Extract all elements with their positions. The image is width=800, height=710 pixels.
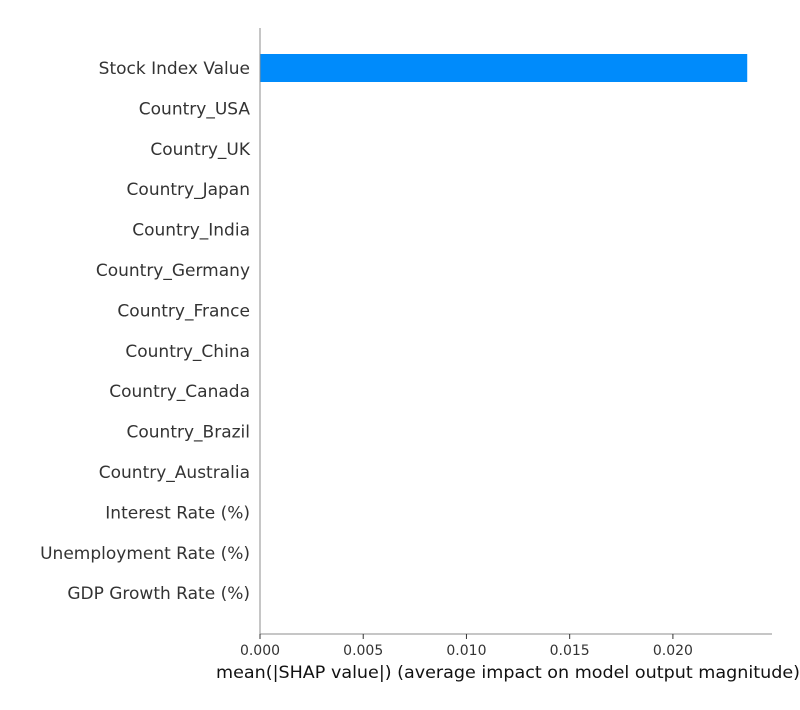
x-tick-label: 0.010 <box>446 643 486 659</box>
category-labels-group: Stock Index Value Country_USA Country_UK Co… <box>40 59 251 604</box>
category-label: GDP Growth Rate (%) <box>67 584 250 604</box>
category-label: Country_UK <box>150 140 250 160</box>
x-axis-title: mean(|SHAP value|) (average impact on mo… <box>216 663 800 683</box>
x-ticks-group: 0.000 0.005 0.010 0.015 0.020 <box>240 634 693 659</box>
category-label: Stock Index Value <box>99 59 250 79</box>
category-label: Country_Canada <box>109 382 250 402</box>
category-label: Country_Germany <box>96 261 250 281</box>
x-tick-label: 0.015 <box>550 643 590 659</box>
bar-0 <box>260 54 748 82</box>
category-label: Country_France <box>117 301 250 321</box>
category-label: Country_China <box>125 342 250 362</box>
category-label: Country_India <box>132 221 250 241</box>
category-label: Unemployment Rate (%) <box>40 544 250 564</box>
category-label: Country_USA <box>139 99 251 119</box>
x-tick-label: 0.020 <box>653 643 693 659</box>
category-label: Country_Brazil <box>127 423 250 443</box>
x-tick-label: 0.005 <box>343 643 383 659</box>
category-label: Interest Rate (%) <box>105 503 250 523</box>
x-tick-label: 0.000 <box>240 643 280 659</box>
bars-group <box>260 54 748 82</box>
category-label: Country_Japan <box>127 180 250 200</box>
category-label: Country_Australia <box>99 463 250 483</box>
